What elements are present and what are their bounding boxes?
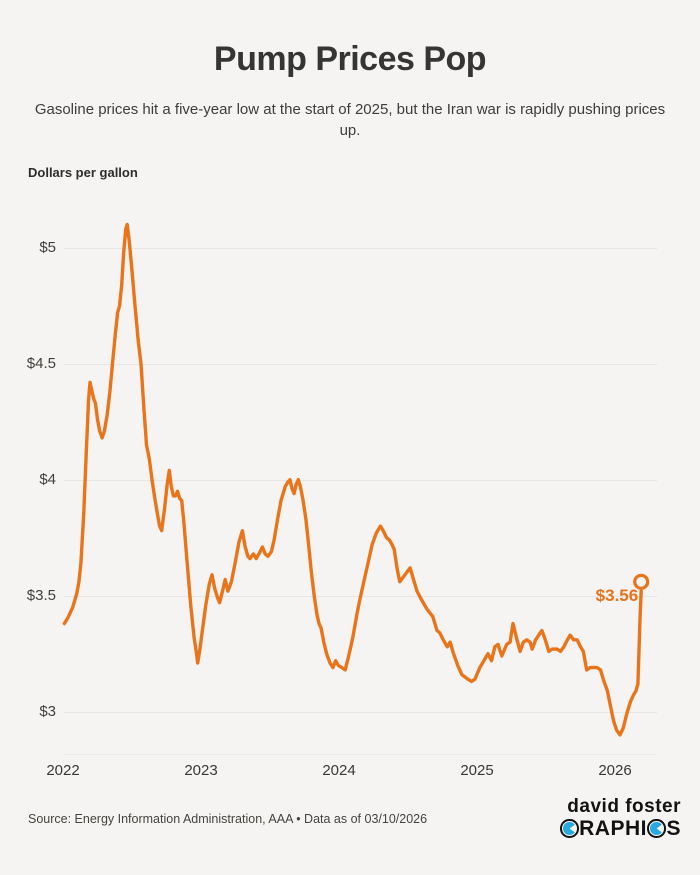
- logo-letter-g-icon: [560, 819, 579, 838]
- x-axis-line: [64, 754, 657, 755]
- x-tick-label: 2024: [322, 762, 356, 779]
- y-tick-label: $4: [39, 470, 56, 488]
- gridline-$4: [64, 479, 657, 481]
- brand-logo-name: david foster: [567, 796, 681, 817]
- chart-subtitle: Gasoline prices hit a five-year low at t…: [34, 101, 666, 140]
- gridline-$5: [64, 247, 657, 249]
- y-axis-title: Dollars per gallon: [28, 165, 138, 180]
- endpoint-value-label: $3.56: [595, 585, 639, 605]
- y-tick-label: $5: [39, 238, 56, 256]
- source-note: Source: Energy Information Administratio…: [28, 812, 428, 826]
- gridline-$3: [64, 711, 657, 713]
- gridline-$4.5: [64, 363, 657, 365]
- x-tick-label: 2025: [460, 762, 494, 779]
- y-tick-label: $3: [39, 702, 56, 720]
- x-tick-label: 2022: [46, 762, 80, 779]
- logo-word-mid: RAPHI: [579, 817, 647, 840]
- pacman-shape: [650, 822, 664, 835]
- logo-word-end: S: [666, 817, 681, 840]
- brand-logo-word: RAPHI S: [560, 818, 681, 839]
- y-tick-label: $4.5: [26, 354, 56, 372]
- pacman-shape: [562, 822, 576, 835]
- brand-logo: david foster RAPHI S: [560, 797, 681, 839]
- x-tick-label: 2023: [184, 762, 218, 779]
- y-tick-label: $3.5: [26, 586, 56, 604]
- x-tick-label: 2026: [598, 762, 632, 779]
- page-title: Pump Prices Pop: [213, 40, 487, 78]
- logo-letter-c-icon: [647, 819, 666, 838]
